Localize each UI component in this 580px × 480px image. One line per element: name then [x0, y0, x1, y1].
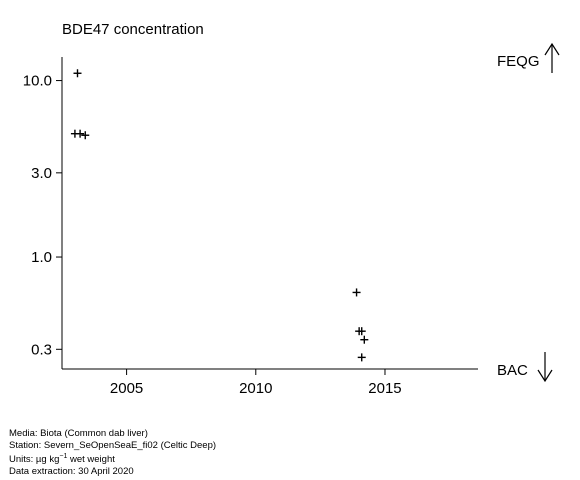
data-point — [81, 131, 90, 140]
units-prefix: Units: µg kg — [9, 454, 60, 466]
data-point — [73, 69, 82, 78]
x-tick-label: 2015 — [368, 380, 401, 397]
up-arrow-icon — [544, 42, 560, 73]
data-points — [70, 69, 369, 362]
down-arrow-icon — [537, 352, 553, 383]
feqg-reference: FEQG — [497, 42, 560, 73]
chart: BDE47 concentration 0.31.03.010.0 2005 20… — [23, 21, 560, 397]
data-point — [360, 335, 369, 344]
units-exponent: −1 — [59, 453, 68, 461]
y-tick-label: 10.0 — [23, 73, 52, 90]
chart-title: BDE47 concentration — [62, 21, 204, 38]
units-suffix: wet weight — [67, 454, 115, 466]
extraction-note: Data extraction: 30 April 2020 — [9, 465, 134, 477]
data-point — [357, 353, 366, 362]
data-point — [76, 129, 85, 138]
data-point — [357, 327, 366, 336]
feqg-label: FEQG — [497, 53, 540, 70]
bac-reference: BAC — [497, 352, 553, 383]
x-ticks: 2005 2010 2015 — [110, 369, 402, 397]
data-point — [352, 288, 361, 297]
y-tick-label: 3.0 — [31, 165, 52, 182]
y-tick-label: 1.0 — [31, 249, 52, 266]
station-note: Station: Severn_SeOpenSeaE_fi02 (Celtic … — [9, 439, 217, 451]
y-tick-label: 0.3 — [31, 341, 52, 358]
units-note: Units: µg kg−1 wet weight — [9, 451, 216, 466]
x-tick-label: 2010 — [239, 380, 272, 397]
media-note: Media: Biota (Common dab liver) — [9, 428, 148, 439]
y-ticks: 0.3 1.0 3.0 10.0 — [23, 73, 62, 358]
chart-footer: Media: Biota (Common dab liver) Station:… — [9, 428, 216, 478]
x-tick-label: 2005 — [110, 380, 143, 397]
bac-label: BAC — [497, 362, 528, 379]
axes — [61, 57, 478, 370]
